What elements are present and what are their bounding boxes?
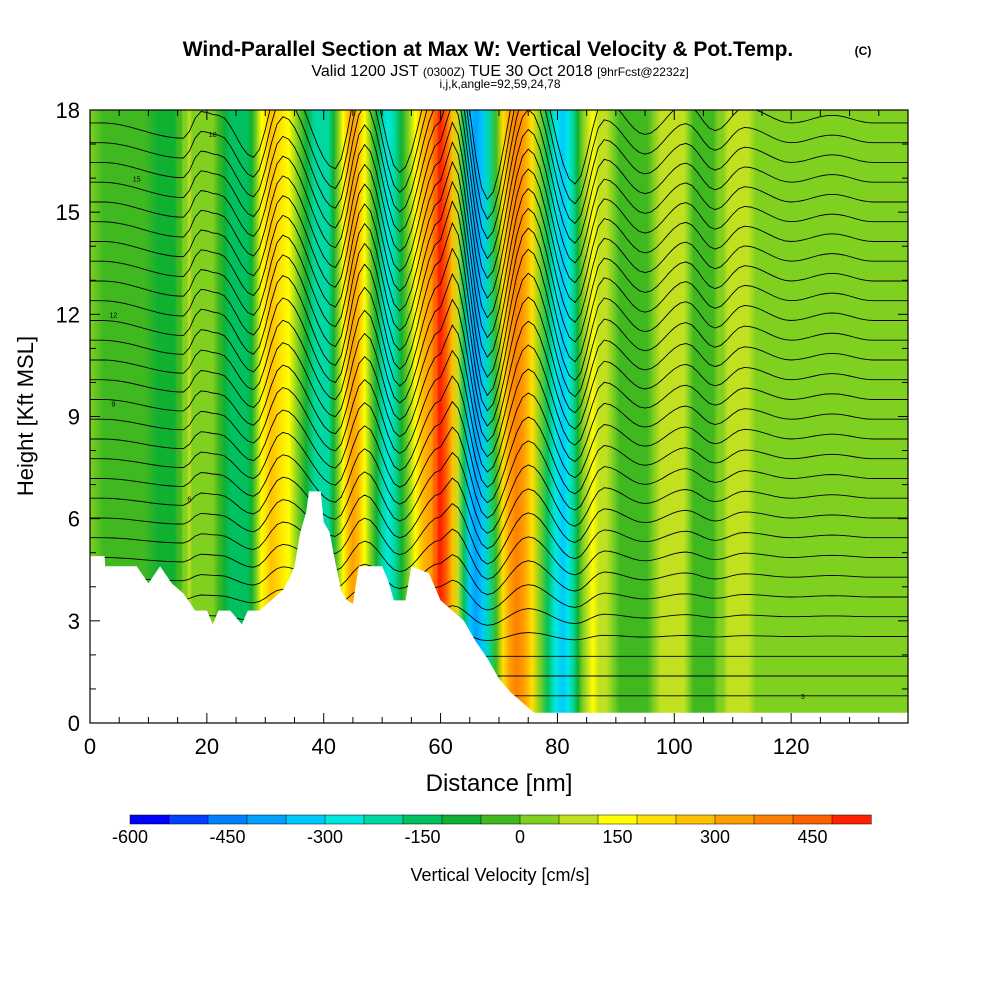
x-axis: 0 20 40 60 80 100 120	[84, 110, 909, 759]
chart-title-mark: (C)	[855, 44, 872, 58]
chart-subtitle: Valid 1200 JST (0300Z) TUE 30 Oct 2018 […	[311, 63, 688, 80]
y-tick-label: 18	[56, 98, 80, 123]
colorbar-tick-label: -450	[209, 827, 245, 847]
subtitle-zulu: (0300Z)	[423, 65, 465, 79]
chart-title: Wind-Parallel Section at Max W: Vertical…	[183, 38, 794, 61]
isentrope-line	[90, 141, 908, 319]
colorbar-tick-label: -150	[404, 827, 440, 847]
subtitle-forecast: [9hrFcst@2232z]	[597, 65, 689, 79]
colorbar-tick-label: 150	[602, 827, 632, 847]
isentrope-line	[90, 110, 908, 220]
colorbar-bin	[129, 814, 170, 825]
colorbar-bin	[636, 814, 677, 825]
colorbar-bin	[714, 814, 755, 825]
colorbar-tick-label: -300	[307, 827, 343, 847]
terrain-mask	[90, 491, 908, 723]
isentrope-line	[90, 110, 908, 280]
colorbar-bin	[168, 814, 209, 825]
y-tick-label: 9	[68, 405, 80, 430]
y-axis: 0 3 6 9 12 15 18	[56, 98, 908, 736]
colorbar-bin	[363, 814, 404, 825]
colorbar-bin	[402, 814, 443, 825]
colorbar-bin	[558, 814, 599, 825]
isentrope-line	[90, 221, 908, 397]
isentrope-line	[90, 554, 908, 596]
isentrope-line	[90, 200, 908, 378]
colorbar-tick-label: 450	[797, 827, 827, 847]
y-axis-label: Height [Kft MSL]	[13, 336, 38, 496]
isentrope-line	[90, 110, 908, 260]
contour-label: 3	[801, 694, 805, 701]
isentrope-line	[90, 426, 908, 519]
isentrope-line	[90, 528, 908, 580]
colorbar-bin	[792, 814, 833, 825]
isentrope-line	[90, 160, 908, 339]
isentrope-line	[90, 400, 908, 504]
colorbar-bin	[285, 814, 326, 825]
isentrope-line	[90, 324, 908, 458]
colorbar-bin	[246, 814, 287, 825]
colorbar-bin	[480, 814, 521, 825]
colorbar-tick-label: 0	[515, 827, 525, 847]
y-tick-label: 15	[56, 200, 80, 225]
colorbar-tick-label: 300	[700, 827, 730, 847]
contour-label: 18	[209, 132, 217, 139]
colorbar-bin	[441, 814, 482, 825]
colorbar-bin	[324, 814, 365, 825]
x-tick-label: 20	[195, 734, 219, 759]
x-tick-label: 0	[84, 734, 96, 759]
isentrope-line	[90, 180, 908, 359]
x-axis-label: Distance [nm]	[426, 770, 573, 797]
x-tick-label: 80	[545, 734, 569, 759]
contour-label: 6	[187, 497, 191, 504]
y-tick-label: 0	[68, 711, 80, 736]
y-tick-label: 3	[68, 609, 80, 634]
colorbar-bin	[207, 814, 248, 825]
plot-area: 12 9 15 18 6 3	[90, 110, 908, 723]
contour-label: 12	[110, 313, 118, 320]
isentrope-line	[90, 451, 908, 534]
colorbar-bin	[519, 814, 560, 825]
x-tick-label: 120	[773, 734, 810, 759]
colorbar-tick-label: -600	[112, 827, 148, 847]
isentrope-line	[90, 110, 908, 201]
x-tick-label: 60	[428, 734, 452, 759]
chart-subtitle-indices: i,j,k,angle=92,59,24,78	[439, 77, 560, 91]
isentrope-line	[90, 121, 908, 299]
colorbar-bin	[675, 814, 716, 825]
y-tick-label: 12	[56, 302, 80, 327]
contour-label: 9	[111, 401, 115, 408]
isentrope-line	[90, 110, 908, 240]
isentrope-line	[90, 477, 908, 550]
colorbar-bin	[753, 814, 794, 825]
isentrope-line	[90, 503, 908, 565]
isentrope-line	[90, 273, 908, 427]
subtitle-valid: Valid 1200 JST	[311, 63, 419, 80]
contour-label: 15	[133, 177, 141, 184]
isentrope-line	[90, 375, 908, 488]
x-tick-label: 100	[656, 734, 693, 759]
isentrope-line	[90, 298, 908, 443]
colorbar-label: Vertical Velocity [cm/s]	[410, 865, 589, 885]
isentrope-line	[90, 349, 908, 473]
isentrope-line	[90, 247, 908, 412]
x-tick-label: 40	[311, 734, 335, 759]
y-tick-label: 6	[68, 507, 80, 532]
colorbar-bin	[831, 814, 872, 825]
isentrope-line	[90, 579, 908, 611]
colorbar-bin	[597, 814, 638, 825]
subtitle-date: TUE 30 Oct 2018	[469, 63, 593, 80]
colorbar: -600 -450 -300 -150 0 150 300 450	[112, 814, 872, 847]
